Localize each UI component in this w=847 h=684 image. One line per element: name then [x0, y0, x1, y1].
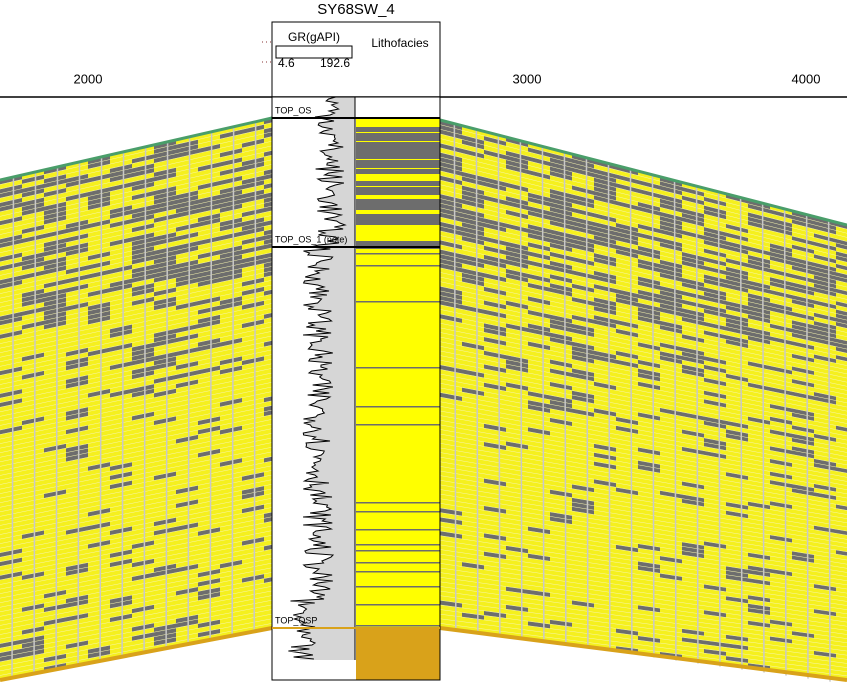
strata-panel — [0, 0, 272, 684]
strata-panel — [440, 0, 847, 684]
axis-label: 3000 — [513, 71, 542, 86]
gr-max: 192.6 — [320, 56, 350, 70]
well-tracks — [272, 97, 440, 680]
gr-label: GR(gAPI) — [288, 30, 340, 44]
well-title: SY68SW_4 — [317, 1, 395, 18]
gr-min: 4.6 — [278, 56, 295, 70]
litho-base — [356, 628, 440, 680]
marker-label: TOP_OS_1 (note) — [275, 234, 347, 244]
marker-label: TOP_OS — [275, 105, 311, 115]
litho-label: Lithofacies — [371, 36, 428, 50]
well-section: 2000 3000 4000 SY68SW_4 GR(gAPI) 4.6 192… — [0, 0, 847, 684]
marker-label: TOP_OSP — [275, 615, 317, 625]
axis-label: 2000 — [74, 71, 103, 86]
axis-label: 4000 — [792, 71, 821, 86]
